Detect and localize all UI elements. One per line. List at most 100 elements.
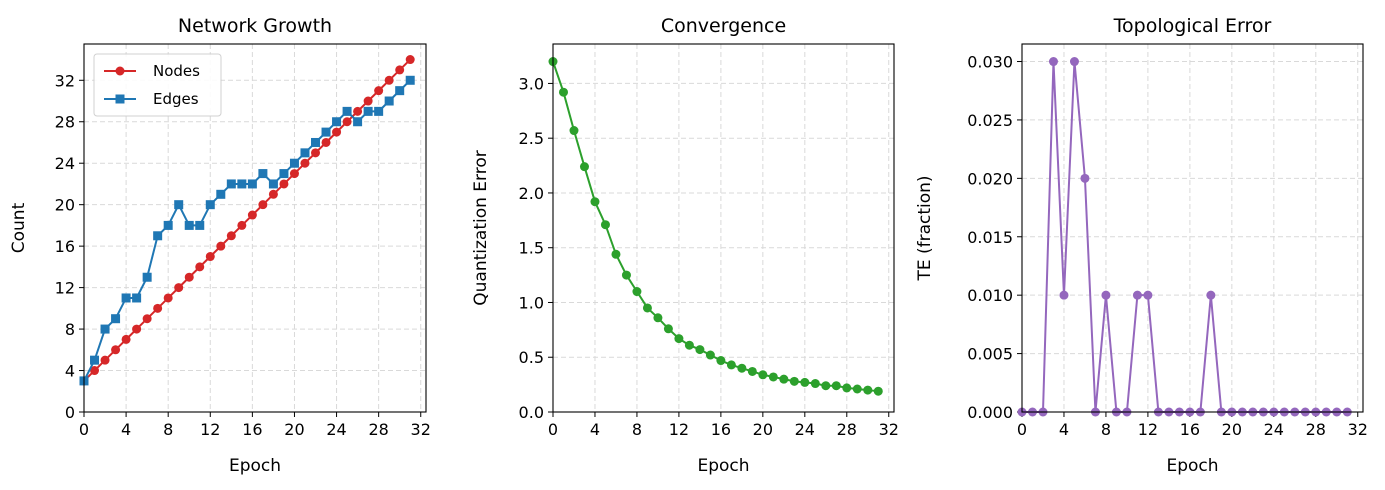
y-tick-label: 0.005 (967, 345, 1013, 364)
data-point (384, 75, 394, 85)
legend-label: Edges (153, 90, 199, 108)
data-point (831, 381, 841, 391)
data-point (226, 231, 236, 241)
data-point (142, 272, 152, 282)
data-point (863, 385, 873, 395)
x-axis-label: Epoch (697, 456, 749, 476)
y-axis-label: Count (9, 202, 29, 253)
x-tick-label: 16 (711, 420, 731, 439)
plot-area (79, 55, 415, 386)
data-point (705, 350, 715, 360)
data-point (353, 117, 363, 127)
x-tick-label: 28 (368, 420, 388, 439)
x-tick-label: 0 (79, 420, 89, 439)
y-tick-label: 0.030 (967, 53, 1013, 72)
x-tick-label: 12 (1138, 420, 1158, 439)
data-point (342, 117, 352, 127)
y-axis-label: Quantization Error (471, 150, 491, 305)
data-point (842, 383, 852, 393)
data-point (653, 313, 663, 323)
x-tick-label: 24 (326, 420, 346, 439)
data-point (611, 249, 621, 259)
data-point (800, 377, 810, 387)
chart-title: Convergence (661, 15, 786, 37)
convergence-panel: 0 4 8 12 16 20 24 28 32 0.0 0.5 1.0 1.5 2.0 2.5 3.0 Conv… (471, 15, 899, 476)
data-point (789, 376, 799, 386)
data-point (332, 127, 342, 137)
data-point (300, 158, 310, 168)
data-point (747, 366, 757, 376)
data-point (374, 106, 384, 116)
data-point (353, 106, 363, 116)
data-point (90, 366, 100, 376)
data-point (100, 355, 110, 365)
x-tick-label: 8 (1101, 420, 1111, 439)
data-point (384, 96, 394, 106)
y-tick-label: 28 (55, 113, 75, 132)
y-tick-label: 4 (65, 362, 75, 381)
data-point (311, 148, 321, 158)
x-tick-label: 32 (1348, 420, 1368, 439)
x-tick-label: 24 (795, 420, 815, 439)
data-point (121, 334, 131, 344)
data-point (321, 127, 331, 137)
data-point (289, 158, 299, 168)
x-tick-label: 20 (284, 420, 304, 439)
data-point (90, 355, 100, 365)
x-tick-label: 32 (879, 420, 899, 439)
data-point (342, 106, 352, 116)
data-point (258, 200, 268, 210)
data-point (311, 137, 321, 147)
chart-title: Network Growth (178, 15, 332, 37)
data-point (174, 200, 184, 210)
data-point (142, 314, 152, 324)
data-point (1206, 290, 1216, 300)
data-point (321, 137, 331, 147)
data-point (1132, 290, 1142, 300)
x-tick-label: 16 (242, 420, 262, 439)
x-tick-label: 28 (837, 420, 857, 439)
x-tick-label: 4 (121, 420, 131, 439)
data-point (100, 324, 110, 334)
data-point (279, 169, 289, 179)
data-point (363, 96, 373, 106)
data-point (569, 126, 579, 136)
data-point (279, 179, 289, 189)
y-tick-label: 20 (55, 196, 75, 215)
data-point (132, 293, 142, 303)
data-point (1059, 290, 1069, 300)
x-tick-label: 8 (163, 420, 173, 439)
legend-marker (115, 66, 125, 76)
legend-label: Nodes (153, 62, 200, 80)
x-tick-label: 0 (1017, 420, 1027, 439)
data-point (768, 372, 778, 382)
y-tick-label: 0.010 (967, 286, 1013, 305)
data-point (363, 106, 373, 116)
data-point (237, 179, 247, 189)
data-point (247, 179, 257, 189)
y-tick-label: 0.015 (967, 228, 1013, 247)
data-point (405, 75, 415, 85)
data-point (642, 303, 652, 313)
y-tick-label: 0.025 (967, 111, 1013, 130)
axes-frame (1021, 43, 1364, 413)
y-tick-label: 32 (55, 71, 75, 90)
data-point (632, 287, 642, 297)
data-point (174, 283, 184, 293)
x-tick-label: 32 (411, 420, 431, 439)
data-point (852, 384, 862, 394)
data-point (600, 220, 610, 230)
data-point (153, 231, 163, 241)
y-tick-label: 0 (65, 403, 75, 422)
x-tick-label: 0 (548, 420, 558, 439)
chart-title: Topological Error (1113, 15, 1272, 37)
data-point (758, 370, 768, 380)
axes-frame (83, 43, 427, 413)
data-point (195, 220, 205, 230)
data-point (1080, 173, 1090, 183)
data-point (579, 162, 589, 172)
data-point (300, 148, 310, 158)
data-point (737, 363, 747, 373)
data-point (205, 200, 215, 210)
data-point (247, 210, 257, 220)
